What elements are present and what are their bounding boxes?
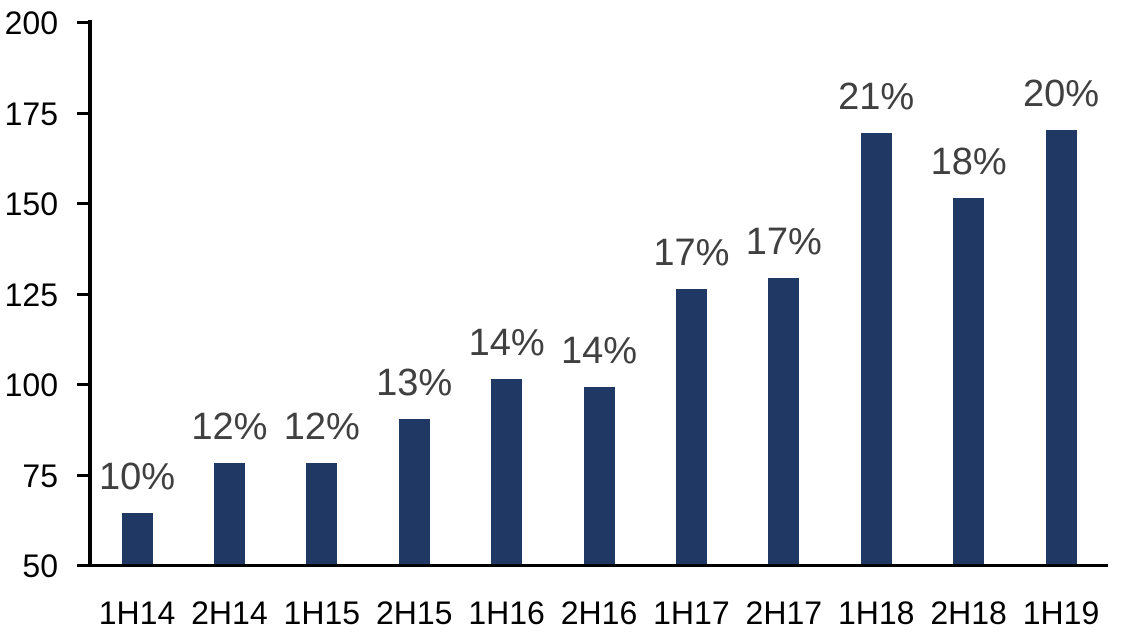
x-axis-category-label: 1H19	[1022, 595, 1100, 631]
bar-2h16	[583, 386, 615, 564]
y-axis-tick-label: 175	[4, 95, 58, 132]
bar-2h14	[213, 462, 245, 564]
y-axis-tick	[77, 202, 88, 205]
bar-1h17	[675, 288, 707, 564]
y-axis-tick	[77, 111, 88, 115]
y-axis-tick-label: 50	[22, 548, 58, 584]
y-axis-tick	[77, 21, 88, 24]
y-axis-line	[88, 20, 92, 567]
bar-1h19	[1045, 129, 1077, 564]
y-axis-tick-label: 75	[22, 457, 58, 494]
x-axis-line	[77, 564, 1108, 567]
y-axis-tick-label: 150	[4, 186, 58, 222]
x-axis-category-label: 2H14	[191, 595, 268, 631]
bar-data-label: 10%	[98, 456, 176, 499]
x-axis-category-label: 2H17	[745, 595, 823, 631]
y-axis-tick	[77, 564, 88, 567]
bar-2h18	[953, 198, 985, 564]
bar-data-label: 12%	[283, 405, 360, 448]
bar-data-label: 20%	[1022, 72, 1100, 115]
x-axis-category-label: 2H16	[560, 595, 638, 631]
bar-1h14	[121, 513, 153, 564]
bar-data-label: 12%	[191, 405, 268, 448]
bar-1h16	[491, 379, 523, 564]
x-axis-category-label: 1H17	[653, 595, 730, 631]
bar-data-label: 14%	[560, 329, 638, 372]
y-axis-tick-label: 100	[4, 367, 58, 403]
bar-1h18	[860, 133, 892, 564]
bar-2h17	[768, 278, 800, 564]
bar-data-label: 14%	[468, 322, 545, 365]
x-axis-category-label: 2H15	[375, 595, 453, 631]
bar-1h15	[306, 462, 338, 564]
y-axis-tick	[77, 383, 88, 386]
y-axis-tick-label: 200	[4, 5, 58, 41]
x-axis-category-label: 1H16	[468, 595, 545, 631]
bar-data-label: 13%	[376, 362, 453, 405]
y-axis-tick	[77, 292, 88, 296]
bar-data-label: 17%	[745, 221, 822, 264]
y-axis-tick	[77, 473, 88, 477]
x-axis-category-label: 1H18	[837, 595, 915, 631]
bar-data-label: 17%	[653, 231, 730, 274]
x-axis-category-label: 2H18	[930, 595, 1007, 631]
y-axis-tick-label: 125	[4, 276, 58, 313]
bar-data-label: 18%	[930, 141, 1007, 184]
x-axis-category-label: 1H14	[98, 595, 176, 631]
bar-data-label: 21%	[838, 76, 915, 119]
x-axis-category-label: 1H15	[283, 595, 361, 631]
bar-2h15	[398, 419, 430, 564]
